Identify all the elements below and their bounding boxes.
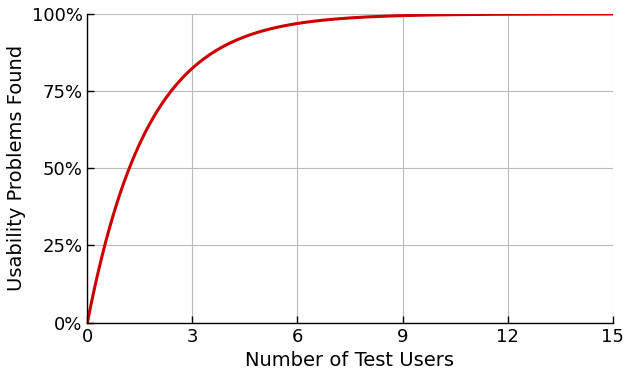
Y-axis label: Usability Problems Found: Usability Problems Found (7, 45, 26, 291)
X-axis label: Number of Test Users: Number of Test Users (245, 351, 454, 370)
